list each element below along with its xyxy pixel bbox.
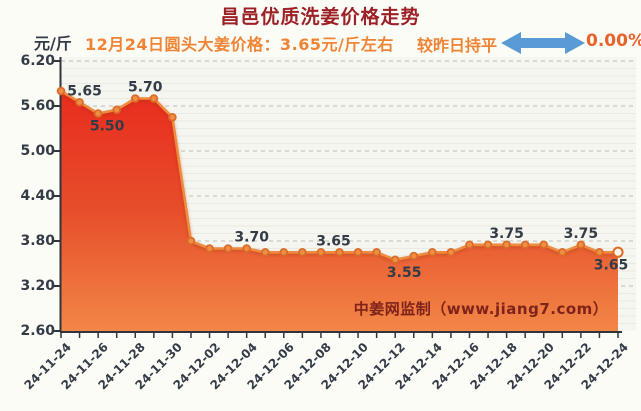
point-label: 3.65 bbox=[316, 233, 351, 249]
data-point-marker bbox=[279, 247, 289, 257]
data-point-marker bbox=[260, 247, 270, 257]
price-subtitle: 12月24日圆头大姜价格：3.65元/斤左右 bbox=[85, 35, 394, 54]
point-label: 3.65 bbox=[594, 257, 629, 273]
point-label: 3.55 bbox=[387, 265, 422, 281]
watermark-text: 中姜网监制（www.jiang7.com） bbox=[353, 300, 609, 318]
page-title: 昌邑优质洗姜价格走势 bbox=[220, 6, 421, 28]
y-axis-label: 6.20 bbox=[20, 53, 55, 69]
y-axis-label: 2.60 bbox=[20, 323, 55, 339]
data-point-marker bbox=[298, 247, 307, 257]
data-point-marker bbox=[372, 247, 381, 257]
y-axis-unit-label: 元/斤 bbox=[34, 34, 72, 53]
data-point-marker bbox=[242, 244, 251, 253]
price-area-fill bbox=[61, 91, 618, 331]
data-point-marker bbox=[612, 246, 624, 258]
flat-double-arrow-icon bbox=[501, 32, 585, 54]
point-label: 5.50 bbox=[90, 119, 125, 135]
data-point-marker bbox=[502, 240, 511, 250]
data-point-marker bbox=[130, 94, 140, 103]
data-point-marker bbox=[539, 240, 549, 250]
data-point-marker bbox=[446, 247, 456, 257]
point-label: 3.70 bbox=[234, 230, 269, 246]
y-axis-label: 3.80 bbox=[20, 233, 55, 249]
data-point-marker bbox=[483, 240, 493, 250]
data-point-marker bbox=[465, 240, 474, 250]
trend-percent-value: 0.00% bbox=[586, 31, 641, 51]
data-point-marker bbox=[93, 109, 103, 118]
point-label: 5.70 bbox=[128, 80, 163, 96]
data-point-marker bbox=[428, 247, 437, 257]
data-point-marker bbox=[205, 244, 214, 253]
data-point-marker bbox=[56, 86, 66, 96]
data-point-marker bbox=[335, 247, 344, 257]
point-label: 3.75 bbox=[489, 226, 524, 242]
data-point-marker bbox=[75, 97, 84, 107]
data-point-marker bbox=[520, 240, 530, 250]
data-point-marker bbox=[353, 247, 363, 257]
point-label: 5.65 bbox=[67, 83, 102, 99]
y-axis-label: 5.60 bbox=[20, 98, 55, 114]
data-point-marker bbox=[316, 247, 326, 257]
data-point-marker bbox=[576, 240, 586, 250]
data-point-marker bbox=[149, 94, 159, 103]
point-label: 3.75 bbox=[564, 226, 599, 242]
data-point-marker bbox=[595, 247, 604, 257]
data-point-marker bbox=[409, 251, 419, 261]
data-point-marker bbox=[168, 112, 177, 122]
y-axis-label: 3.20 bbox=[20, 278, 55, 294]
data-point-marker bbox=[223, 244, 233, 253]
data-point-marker bbox=[112, 105, 121, 115]
data-point-marker bbox=[186, 236, 196, 246]
y-axis-label: 5.00 bbox=[20, 143, 55, 159]
y-axis-label: 4.40 bbox=[20, 188, 55, 204]
data-point-marker bbox=[390, 255, 400, 265]
data-point-marker bbox=[557, 247, 567, 257]
trend-status-text: 较昨日持平 bbox=[417, 36, 498, 55]
